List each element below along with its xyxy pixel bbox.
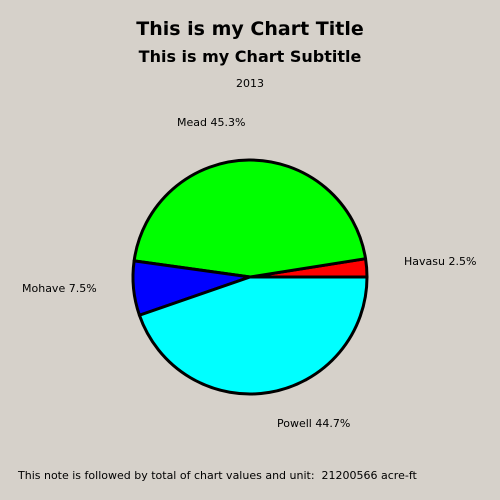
slice-label-havasu: Havasu 2.5% xyxy=(404,255,476,268)
chart-title: This is my Chart Title xyxy=(136,18,364,40)
slice-label-mohave: Mohave 7.5% xyxy=(22,282,97,295)
slice-label-mead: Mead 45.3% xyxy=(177,116,245,129)
pie-slice-mead xyxy=(132,158,368,279)
chart-subtitle: This is my Chart Subtitle xyxy=(138,47,362,66)
slice-label-powell: Powell 44.7% xyxy=(277,417,350,430)
chart-footnote: This note is followed by total of chart … xyxy=(18,469,417,482)
pie-slice-powell xyxy=(137,275,369,396)
chart-period: 2013 xyxy=(236,77,264,90)
